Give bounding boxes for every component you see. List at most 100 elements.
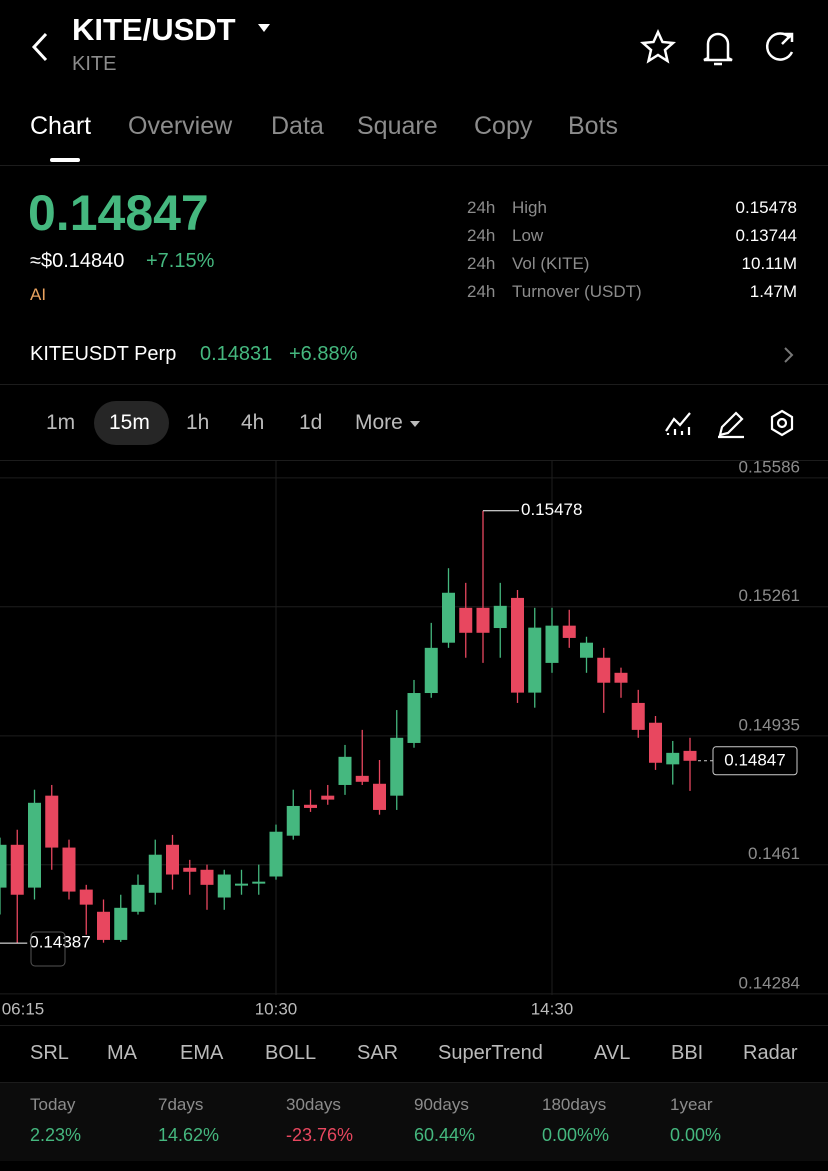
period-value: -23.76%: [286, 1125, 354, 1145]
candle-body: [131, 884, 145, 912]
stat-value: 0.15478: [735, 198, 797, 217]
chart-tools[interactable]: [660, 405, 800, 441]
expand-button[interactable]: [30, 931, 66, 967]
perp-name[interactable]: KITEUSDT Perp: [30, 343, 177, 365]
divider: [0, 384, 828, 385]
period-value: 60.44%: [414, 1125, 476, 1145]
candle-body: [511, 597, 524, 693]
indicator[interactable]: MA: [107, 1042, 137, 1064]
tab[interactable]: Copy: [474, 112, 533, 140]
pair-title[interactable]: KITE/USDT: [72, 12, 236, 47]
candle-body: [562, 625, 576, 638]
candle-body: [269, 831, 283, 877]
indicator[interactable]: SAR: [357, 1042, 399, 1064]
indicator[interactable]: EMA: [180, 1042, 224, 1064]
period-label: 180days: [542, 1095, 607, 1114]
back-button[interactable]: [28, 30, 54, 64]
divider: [0, 460, 828, 461]
indicator[interactable]: Radar: [743, 1042, 798, 1064]
candle-body: [614, 672, 628, 683]
candle-body: [476, 607, 490, 633]
candle-body: [200, 869, 214, 885]
stat-period: 24h: [467, 254, 496, 273]
candle-body: [62, 847, 76, 892]
candle-body: [683, 750, 697, 761]
candle-body: [338, 756, 352, 785]
candle-body: [631, 702, 645, 730]
candle-body: [407, 693, 421, 743]
low-marker-label: 0.14387: [29, 933, 90, 952]
timeframe[interactable]: More: [355, 411, 422, 435]
candle-body: [390, 737, 404, 796]
y-tick-label: 0.1461: [748, 844, 800, 863]
indicator[interactable]: AVL: [594, 1042, 631, 1064]
last-price: 0.14847: [28, 185, 209, 241]
tab-underline: [50, 158, 80, 162]
candle-body: [148, 854, 162, 893]
candle-body: [97, 911, 110, 940]
candle-body: [355, 775, 369, 782]
perp-price: 0.14831: [200, 343, 273, 365]
candle-body: [545, 625, 559, 663]
timeframe[interactable]: 1m: [46, 411, 76, 434]
y-tick-label: 0.15586: [739, 460, 800, 476]
period-label: 7days: [158, 1095, 204, 1114]
candle-body: [114, 907, 128, 940]
high-marker-label: 0.15478: [521, 500, 582, 519]
candle-body: [217, 874, 231, 898]
period-value: 0.00%: [670, 1125, 722, 1145]
stat-label: Turnover (USDT): [512, 282, 642, 301]
price-change: +7.15%: [146, 250, 215, 272]
indicator[interactable]: BBI: [671, 1042, 704, 1064]
tab[interactable]: Overview: [128, 112, 233, 140]
indicator[interactable]: SuperTrend: [438, 1042, 543, 1064]
indicator[interactable]: BOLL: [265, 1042, 317, 1064]
timeframe[interactable]: 1h: [186, 411, 210, 434]
tab[interactable]: Chart: [30, 112, 92, 140]
stat-label: Low: [512, 226, 544, 245]
tab[interactable]: Square: [357, 112, 438, 140]
pair-subtitle: KITE: [72, 53, 117, 75]
performance-bar: [0, 1083, 828, 1161]
candle-body: [666, 752, 680, 765]
candle-body: [166, 844, 179, 875]
indicator[interactable]: SRL: [30, 1042, 69, 1064]
candlestick-chart: 0.15586 0.15261 0.14935 0.1461 0.14284 06:15 1…: [0, 460, 828, 1018]
timeframe-selected-bg: [94, 401, 169, 445]
candle-body: [597, 657, 611, 683]
candle-body: [0, 844, 7, 888]
period-label: Today: [30, 1095, 76, 1114]
candle-body: [183, 867, 197, 872]
stat-label: Vol (KITE): [512, 254, 590, 273]
ai-tag[interactable]: AI: [30, 285, 47, 304]
divider: [0, 165, 828, 166]
timeframe[interactable]: 4h: [241, 411, 265, 434]
timeframe[interactable]: 15m: [109, 411, 150, 434]
candle-body: [580, 642, 593, 658]
dropdown-caret[interactable]: [256, 22, 272, 34]
divider: [0, 1025, 828, 1026]
candle-body: [45, 795, 59, 848]
candle-body: [321, 795, 335, 800]
tab[interactable]: Bots: [568, 112, 619, 140]
candle-body: [79, 889, 93, 905]
candle-body: [28, 802, 41, 888]
candle-body: [459, 607, 473, 633]
header-icons[interactable]: [640, 28, 810, 68]
candle-body: [373, 783, 386, 810]
candle-body: [649, 722, 662, 763]
stat-period: 24h: [467, 226, 496, 245]
perp-chevron[interactable]: [782, 346, 796, 364]
candle-body: [235, 883, 248, 886]
last-price-label: 0.14847: [724, 750, 785, 769]
candle-body: [252, 881, 266, 884]
period-value: 14.62%: [158, 1125, 220, 1145]
timeframe[interactable]: 1d: [299, 411, 323, 434]
candle-body: [493, 605, 507, 629]
usd-price: ≈$0.14840: [30, 250, 125, 272]
tab[interactable]: Data: [271, 112, 324, 140]
stat-period: 24h: [467, 198, 496, 217]
last-price-box: [712, 746, 798, 776]
candle-body: [528, 627, 542, 693]
